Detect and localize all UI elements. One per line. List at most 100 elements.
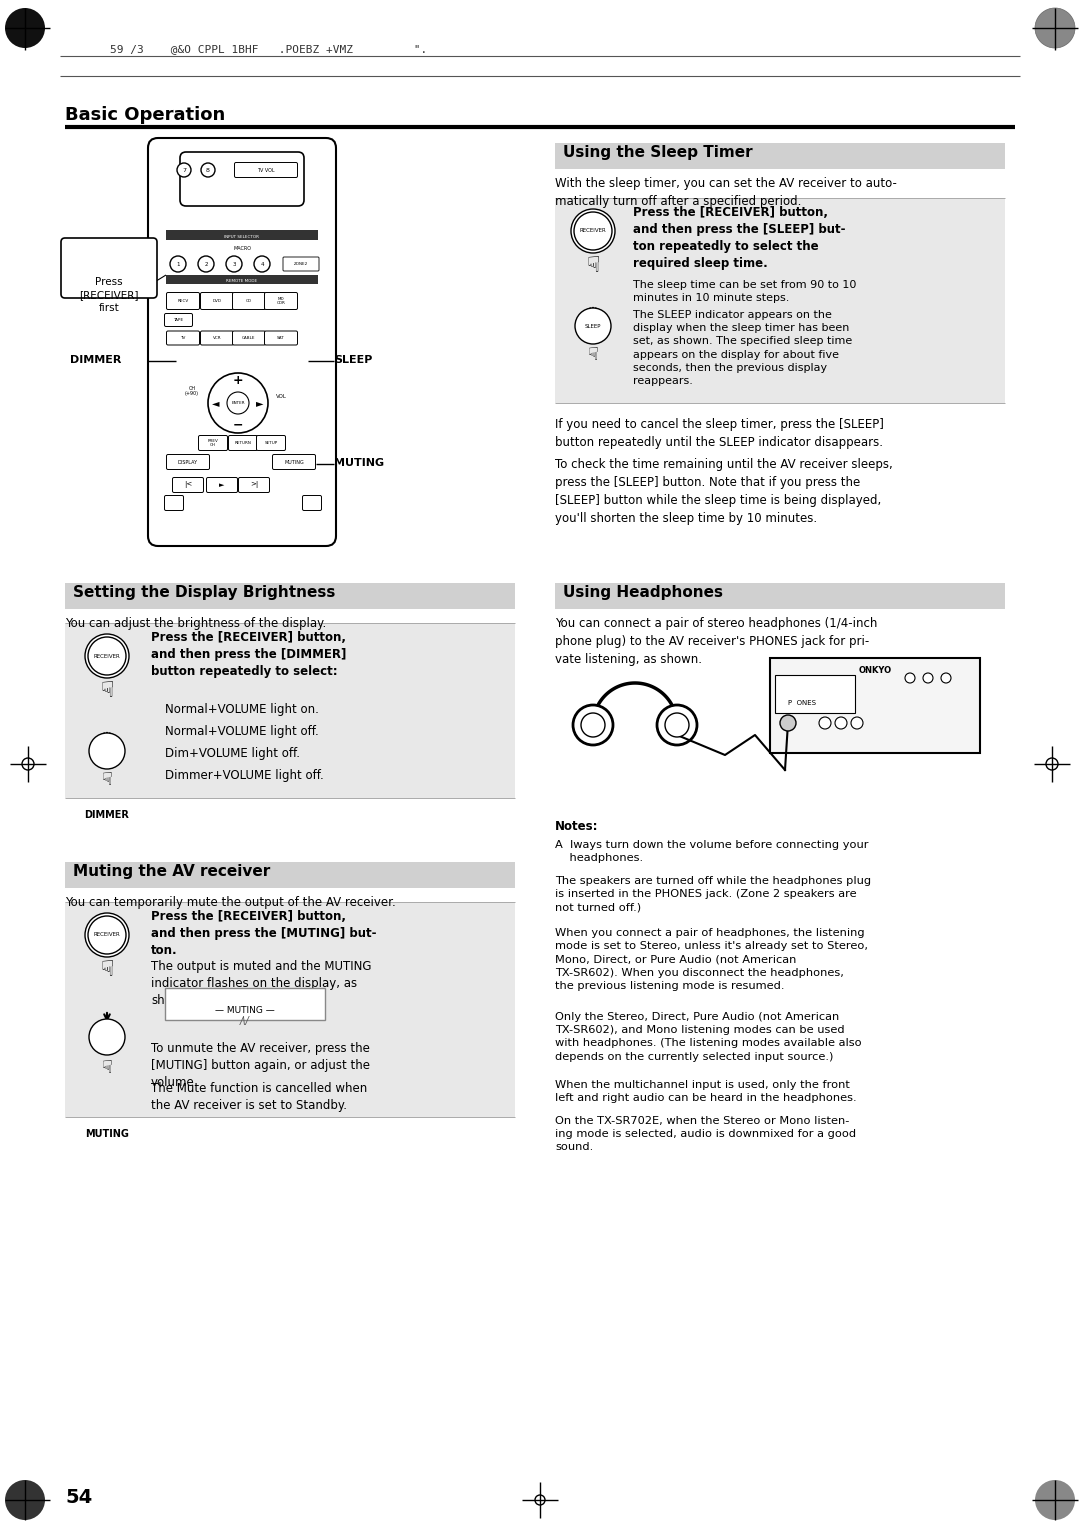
Text: With the sleep timer, you can set the AV receiver to auto-
matically turn off af: With the sleep timer, you can set the AV… (555, 177, 896, 208)
FancyBboxPatch shape (232, 332, 266, 345)
FancyBboxPatch shape (173, 477, 203, 492)
Text: CABLE: CABLE (242, 336, 256, 341)
Circle shape (573, 212, 612, 251)
Text: −: − (233, 419, 243, 431)
Bar (166, 231, 318, 240)
Text: ☟: ☟ (586, 257, 599, 277)
Bar (555, 199, 1005, 403)
Circle shape (89, 733, 125, 769)
Circle shape (198, 257, 214, 272)
Circle shape (87, 915, 126, 953)
Text: ☟: ☟ (102, 1059, 112, 1077)
Circle shape (1035, 8, 1075, 47)
Circle shape (905, 672, 915, 683)
FancyBboxPatch shape (283, 257, 319, 270)
Text: On the TX-SR702E, when the Stereo or Mono listen-
ing mode is selected, audio is: On the TX-SR702E, when the Stereo or Mon… (555, 1115, 856, 1152)
Text: SAT: SAT (278, 336, 285, 341)
Circle shape (201, 163, 215, 177)
Text: To check the time remaining until the AV receiver sleeps,
press the [SLEEP] butt: To check the time remaining until the AV… (555, 458, 893, 526)
Text: The Mute function is cancelled when
the AV receiver is set to Standby.: The Mute function is cancelled when the … (151, 1082, 367, 1112)
Text: 8: 8 (206, 168, 210, 173)
Text: ZONE2: ZONE2 (294, 261, 308, 266)
Text: Using the Sleep Timer: Using the Sleep Timer (563, 145, 753, 160)
Text: RECEIVER: RECEIVER (94, 654, 120, 659)
Text: Only the Stereo, Direct, Pure Audio (not American
TX-SR602), and Mono listening : Only the Stereo, Direct, Pure Audio (not… (555, 1012, 862, 1062)
Text: Muting the AV receiver: Muting the AV receiver (73, 863, 270, 879)
Text: 2: 2 (204, 261, 207, 266)
Text: Press the [RECEIVER] button,
and then press the [SLEEP] but-
ton repeatedly to s: Press the [RECEIVER] button, and then pr… (633, 206, 846, 270)
Bar (770, 659, 980, 753)
FancyBboxPatch shape (201, 292, 233, 310)
Text: ☟: ☟ (100, 960, 113, 979)
Text: DVD: DVD (213, 299, 221, 303)
Text: ☟: ☟ (100, 681, 113, 701)
Circle shape (923, 672, 933, 683)
FancyBboxPatch shape (164, 495, 184, 510)
Bar (775, 675, 855, 714)
FancyBboxPatch shape (229, 435, 257, 451)
Text: DIMMER: DIMMER (84, 810, 130, 821)
FancyBboxPatch shape (265, 292, 297, 310)
FancyBboxPatch shape (272, 454, 315, 469)
FancyBboxPatch shape (166, 454, 210, 469)
Circle shape (1035, 1481, 1075, 1520)
Text: P  ONES: P ONES (788, 700, 816, 706)
FancyBboxPatch shape (239, 477, 270, 492)
Text: /\/: /\/ (240, 1016, 249, 1025)
Text: MACRO: MACRO (233, 246, 251, 251)
Text: 54: 54 (65, 1488, 92, 1507)
Circle shape (573, 704, 613, 746)
Text: ►: ► (219, 481, 225, 487)
Circle shape (227, 393, 249, 414)
Bar (165, 989, 325, 1021)
Circle shape (254, 257, 270, 272)
FancyBboxPatch shape (234, 162, 297, 177)
Circle shape (85, 634, 129, 678)
Text: Notes:: Notes: (555, 821, 598, 833)
Circle shape (85, 914, 129, 957)
Text: ☟: ☟ (102, 772, 112, 788)
Text: TV: TV (180, 336, 186, 341)
Text: VCR: VCR (213, 336, 221, 341)
FancyBboxPatch shape (302, 495, 322, 510)
Text: When you connect a pair of headphones, the listening
mode is set to Stereo, unle: When you connect a pair of headphones, t… (555, 927, 868, 990)
Text: Basic Operation: Basic Operation (65, 105, 226, 124)
Circle shape (819, 717, 831, 729)
Text: You can temporarily mute the output of the AV receiver.: You can temporarily mute the output of t… (65, 895, 395, 909)
Text: |<: |< (184, 481, 192, 489)
Text: Normal+VOLUME light off.: Normal+VOLUME light off. (165, 724, 319, 738)
Text: MUTING: MUTING (284, 460, 303, 465)
Text: REMOTE MODE: REMOTE MODE (227, 280, 257, 283)
Text: The output is muted and the MUTING
indicator flashes on the display, as
shown.: The output is muted and the MUTING indic… (151, 960, 372, 1007)
Text: CH
(+90): CH (+90) (185, 385, 199, 396)
Circle shape (571, 209, 615, 254)
Circle shape (170, 257, 186, 272)
Circle shape (208, 373, 268, 432)
Text: Press
[RECEIVER]
first: Press [RECEIVER] first (79, 277, 138, 313)
Circle shape (5, 8, 45, 47)
Text: Dim+VOLUME light off.: Dim+VOLUME light off. (165, 747, 300, 759)
FancyBboxPatch shape (164, 313, 192, 327)
Text: 3: 3 (232, 261, 235, 266)
FancyBboxPatch shape (201, 332, 233, 345)
Circle shape (851, 717, 863, 729)
Text: DISPLAY: DISPLAY (178, 460, 198, 465)
Text: To unmute the AV receiver, press the
[MUTING] button again, or adjust the
volume: To unmute the AV receiver, press the [MU… (151, 1042, 370, 1089)
Text: >|: >| (249, 481, 258, 489)
Text: The speakers are turned off while the headphones plug
is inserted in the PHONES : The speakers are turned off while the he… (555, 876, 872, 912)
Text: MD
CDR: MD CDR (276, 296, 285, 306)
Circle shape (581, 714, 605, 736)
FancyBboxPatch shape (206, 477, 238, 492)
Text: Press the [RECEIVER] button,
and then press the [MUTING] but-
ton.: Press the [RECEIVER] button, and then pr… (151, 911, 377, 957)
Text: RECV: RECV (177, 299, 189, 303)
Text: RECEIVER: RECEIVER (94, 932, 120, 938)
Text: RETURN: RETURN (234, 442, 252, 445)
Text: ☟: ☟ (588, 345, 598, 364)
Text: PREV
CH: PREV CH (207, 439, 218, 448)
Bar (555, 584, 1005, 610)
Text: ►: ► (256, 397, 264, 408)
Text: RECEIVER: RECEIVER (580, 229, 606, 234)
Bar (65, 902, 515, 1117)
Text: MUTING: MUTING (334, 458, 384, 468)
Text: TAPE: TAPE (174, 318, 184, 322)
